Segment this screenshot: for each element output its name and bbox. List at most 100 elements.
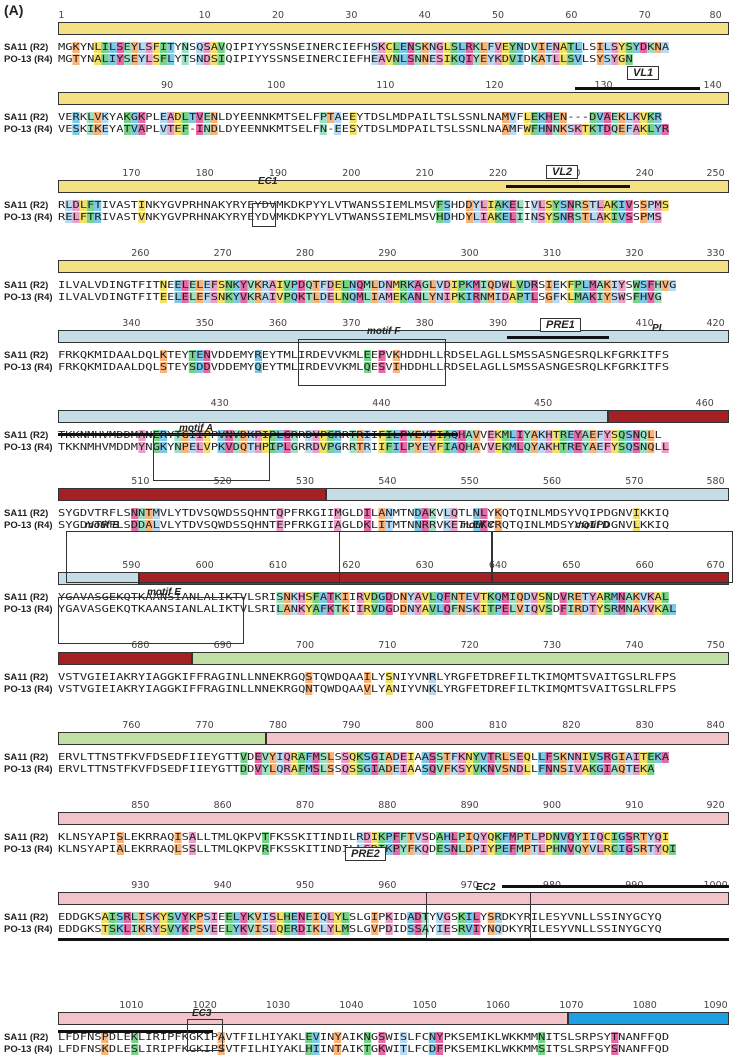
position-number: 1070 <box>559 1000 584 1011</box>
sequence-text: ILVALVDINGTFITEELELEFSNKYVKRAIVPQKTLDELN… <box>58 292 662 303</box>
position-number: 370 <box>342 318 361 329</box>
position-number: 440 <box>372 398 391 409</box>
domain-bar-green <box>192 652 729 665</box>
position-number: 110 <box>376 80 395 91</box>
position-number: 740 <box>625 640 644 651</box>
domain-bar-blue <box>567 1012 729 1025</box>
position-number: 950 <box>295 880 315 891</box>
position-number: 140 <box>703 80 722 91</box>
position-numbers: 850 860 870 880 890 900 910 920 <box>58 800 729 812</box>
motif-b-label: motif B <box>85 520 120 531</box>
strain-label: PO-13 (R4) <box>4 764 53 775</box>
position-number: 730 <box>542 640 562 651</box>
domain-bar-red <box>58 488 327 501</box>
motif-e-box <box>58 597 244 644</box>
position-number: 250 <box>706 168 725 179</box>
position-number: 910 <box>625 800 644 811</box>
position-number: 690 <box>213 640 232 651</box>
strain-label: SA11 (R2) <box>4 430 49 441</box>
position-number: 20 <box>271 10 285 21</box>
position-number: 540 <box>378 476 397 487</box>
domain-bar-lightblue <box>58 330 729 343</box>
strain-label: SA11 (R2) <box>4 1032 49 1043</box>
position-number: 1 <box>58 10 65 21</box>
position-number: 870 <box>295 800 315 811</box>
position-number: 790 <box>342 720 361 731</box>
position-number: 700 <box>295 640 315 651</box>
sequence-text: KLNSYAPISLEKRRAQISALLTMLQKPVTFKSSKITINDI… <box>58 832 670 843</box>
position-number: 100 <box>267 80 286 91</box>
position-numbers: 680 690 700 710 720 730 740 750 <box>58 640 729 652</box>
position-number: 1010 <box>119 1000 144 1011</box>
pre2-bar <box>502 885 729 888</box>
strain-label: PO-13 (R4) <box>4 684 53 695</box>
motif-a-label: motif A <box>179 423 214 434</box>
ec2-box <box>426 892 531 939</box>
sequence-text: YGAVASGEKQTKAANSIANLALIKTVLSRILANKYAFKTK… <box>58 604 677 615</box>
position-number: 310 <box>542 248 562 259</box>
strain-label: SA11 (R2) <box>4 200 49 211</box>
strain-label: PO-13 (R4) <box>4 124 53 135</box>
sequence-text: VERKLVKYAKGKPLEADLTVENLDYEENNKMTSELFPTAE… <box>58 112 662 123</box>
strain-label: PO-13 (R4) <box>4 292 53 303</box>
position-number: 30 <box>345 10 358 21</box>
motif-d-label: motif D <box>575 520 610 531</box>
sequence-text: SYGDVTRFLSDDALVLYTDVSQWDSSQHNTEPFRKGIIAG… <box>58 520 670 531</box>
domain-bar-pink <box>58 892 729 905</box>
pre2-bar-2 <box>58 938 729 941</box>
position-number: 420 <box>706 318 725 329</box>
position-number: 270 <box>213 248 232 259</box>
pre2-bar-3 <box>58 1030 213 1033</box>
strain-label: SA11 (R2) <box>4 912 49 923</box>
sequence-text: VSTVGIEIAKRYIAGGKIFFRAGINLLNNEKRGQSTQWDQ… <box>58 672 677 683</box>
position-number: 630 <box>415 560 434 571</box>
vl2-label: VL2 <box>546 165 579 179</box>
position-number: 190 <box>268 168 288 179</box>
position-number: 830 <box>635 720 654 731</box>
motif-c-stars: ** <box>422 530 433 545</box>
position-number: 170 <box>122 168 141 179</box>
position-number: 710 <box>378 640 397 651</box>
sequence-text: RELFTRIVASTVNKYGVPRHNAKYRYEYDVMKDKPYYLVT… <box>58 212 662 223</box>
ec3-box <box>187 1019 223 1051</box>
position-number: 1030 <box>265 1000 291 1011</box>
position-number: 460 <box>695 398 714 409</box>
panel-label-a: (A) <box>4 2 24 18</box>
position-number: 180 <box>195 168 214 179</box>
strain-label: PO-13 (R4) <box>4 924 53 935</box>
pre1-bar <box>507 336 609 339</box>
sequence-text: EDDGKSAISRLISKYSVYKPSIEELYKVISLHENEIQLYL… <box>58 912 662 923</box>
domain-bar-red <box>608 410 729 423</box>
position-number: 410 <box>635 318 654 329</box>
motif-c-box <box>339 531 493 583</box>
strain-label: PO-13 (R4) <box>4 604 53 615</box>
vl2-bar <box>506 185 630 188</box>
position-number: 130 <box>594 80 613 91</box>
domain-bar-lightblue <box>58 572 139 585</box>
sequence-text: ERVLTTNSTFKVFDSEDFIIEYGTTVDEVYIQRAFMSLSS… <box>58 752 670 763</box>
sequence-text: VSTVGIEIAKRYIAGGKIFFRAGINLLNNEKRGQNTQWDQ… <box>58 684 677 695</box>
position-number: 290 <box>378 248 397 259</box>
position-number: 330 <box>706 248 725 259</box>
motif-f-label: motif F <box>367 326 401 337</box>
domain-bar-pink <box>58 812 729 825</box>
position-number: 1050 <box>412 1000 437 1011</box>
strain-label: SA11 (R2) <box>4 508 49 519</box>
position-number: 960 <box>378 880 397 891</box>
position-number: 120 <box>485 80 504 91</box>
sequence-text: VESKIKEYATVAPLVTEF-INDLDYEENNKMTSELFN-EE… <box>58 124 670 135</box>
vl1-label: VL1 <box>627 66 660 80</box>
ec1-label: EC1 <box>258 176 278 187</box>
strain-label: PO-13 (R4) <box>4 212 53 223</box>
sequence-text: SYGDVTRFLSNNTMVLYTDVSQWDSSQHNTQPFRKGIIMG… <box>58 508 670 519</box>
position-number: 1080 <box>632 1000 657 1011</box>
domain-bar-yellow <box>58 92 729 105</box>
motif-b-box <box>66 531 340 583</box>
strain-label: PO-13 (R4) <box>4 54 53 65</box>
position-numbers: 1010 1020 1030 1040 1050 1060 1070 1080 1090 <box>58 1000 729 1012</box>
position-number: 450 <box>533 398 553 409</box>
position-number: 880 <box>378 800 397 811</box>
sequence-text: RLDLFTIVASTINKYGVPRHNAKYRYEYDVMKDKPYYLVT… <box>58 200 670 211</box>
vl1-bar <box>575 87 700 90</box>
ec2-label: EC2 <box>476 882 496 893</box>
